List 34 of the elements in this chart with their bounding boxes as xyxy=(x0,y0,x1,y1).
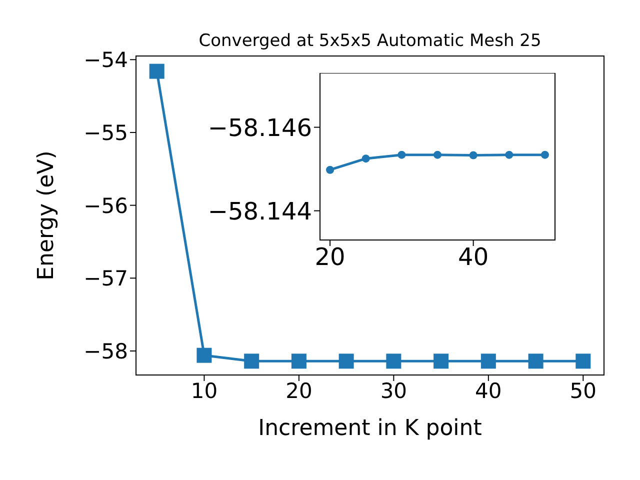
point xyxy=(505,150,514,159)
point xyxy=(576,354,591,369)
point xyxy=(398,150,406,159)
point xyxy=(196,348,212,363)
y-tick-label: −58.144 xyxy=(208,197,312,226)
point xyxy=(480,354,496,369)
y-tick-label: −54 xyxy=(84,48,128,72)
point xyxy=(338,354,354,369)
point xyxy=(386,354,402,369)
x-tick-label: 20 xyxy=(314,243,346,272)
x-axis-title: Increment in K point xyxy=(258,416,482,441)
y-axis-title: Energy (eV) xyxy=(34,150,59,280)
point xyxy=(540,150,549,159)
chart-title: Converged at 5x5x5 Automatic Mesh 25 xyxy=(198,31,542,51)
y-tick-label: −58 xyxy=(84,339,128,364)
point xyxy=(362,154,370,163)
point xyxy=(244,354,260,369)
y-tick-label: −58.146 xyxy=(208,114,312,142)
x-tick-label: 50 xyxy=(570,378,597,403)
y-tick-label: −57 xyxy=(84,266,128,291)
y-tick-label: −55 xyxy=(84,120,128,145)
point xyxy=(291,354,306,369)
x-tick-label: 10 xyxy=(190,378,218,403)
point xyxy=(326,166,334,174)
x-tick-label: 40 xyxy=(475,378,502,403)
y-tick-label: −56 xyxy=(84,194,128,218)
x-tick-label: 40 xyxy=(458,243,489,272)
point xyxy=(434,354,449,369)
point xyxy=(434,150,442,159)
x-tick-label: 20 xyxy=(286,378,312,403)
point xyxy=(528,354,544,369)
point xyxy=(149,64,164,79)
point xyxy=(469,151,478,160)
x-tick-label: 30 xyxy=(380,378,408,403)
